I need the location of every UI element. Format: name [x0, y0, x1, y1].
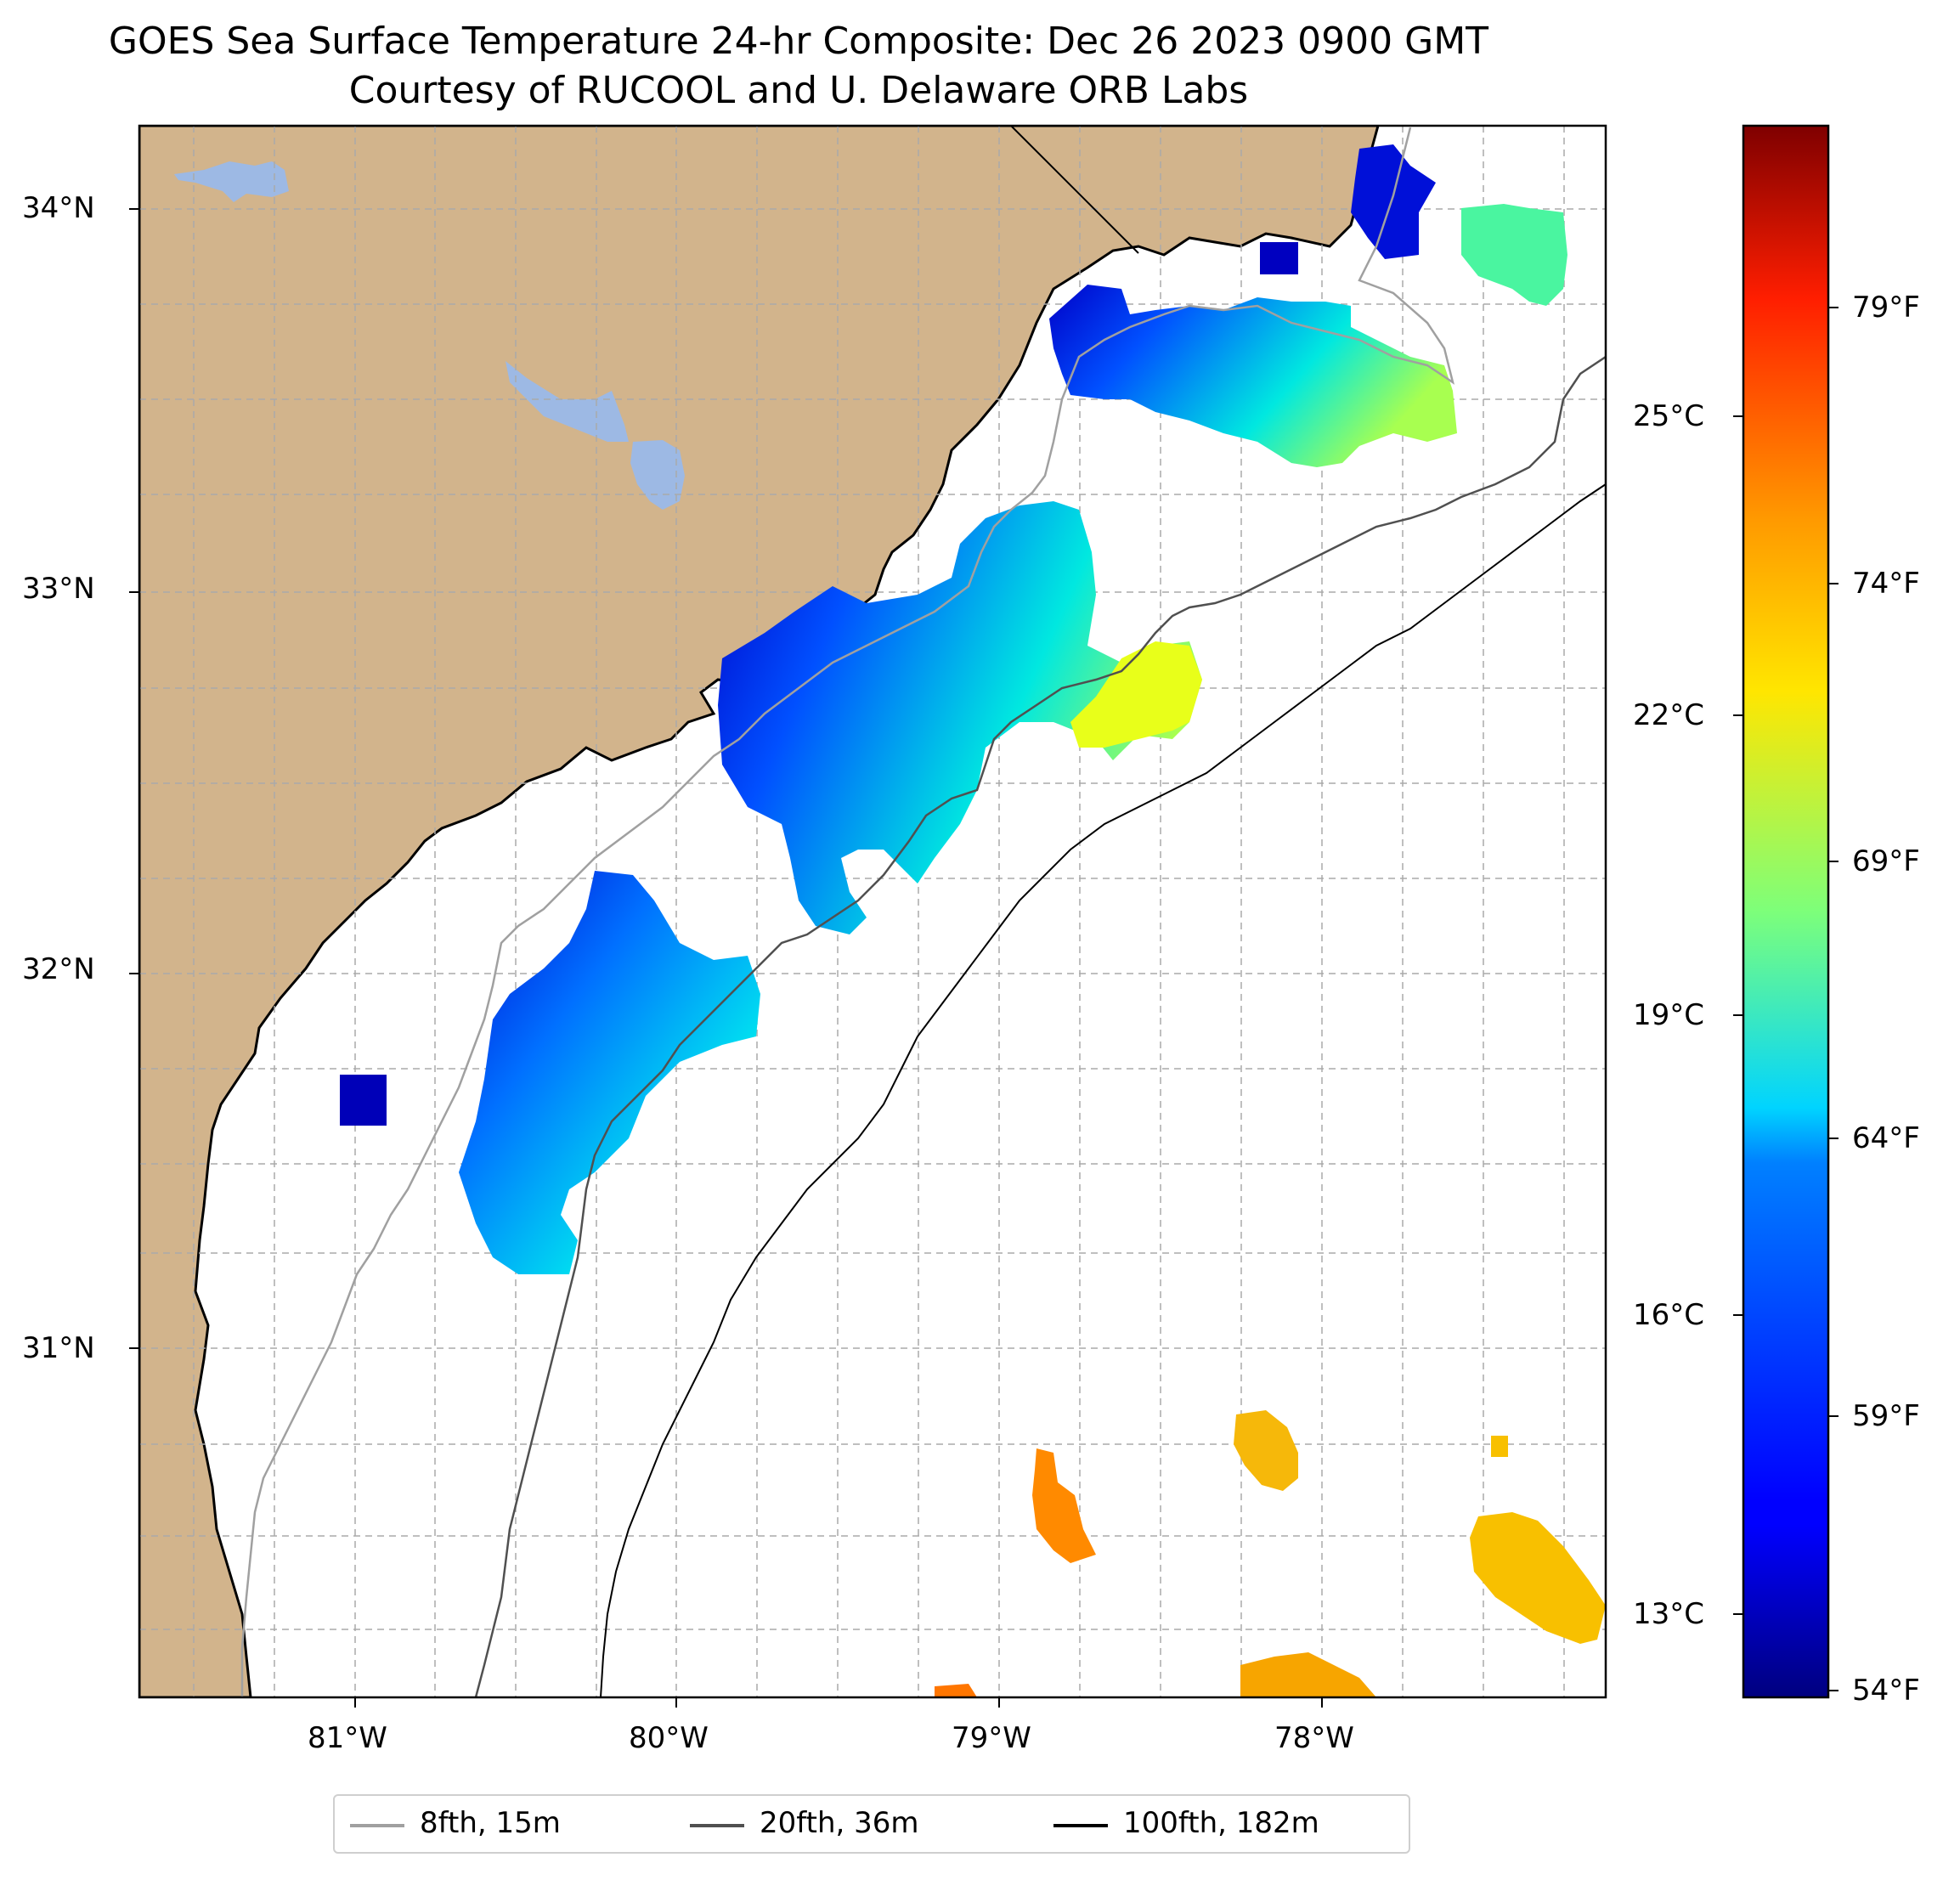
colorbar-c-13: 13°C	[1633, 1597, 1705, 1631]
sst-patch-gs-edge	[1070, 641, 1202, 748]
sst-patch-cape-fear	[1351, 144, 1436, 259]
lat-label-31: 31°N	[22, 1331, 95, 1365]
lon-label-81: 81°W	[308, 1721, 387, 1755]
sst-patch-warm-1	[1234, 1410, 1298, 1491]
sst-patch-grays-reef	[340, 1075, 387, 1126]
sst-patch-warm-3	[1470, 1512, 1606, 1644]
land-mass	[139, 126, 1380, 1697]
sst-patch-warm-5	[935, 1684, 977, 1697]
sst-patch-ga-shelf	[459, 871, 760, 1274]
legend-label-20fth: 20fth, 36m	[760, 1806, 919, 1840]
legend-label-8fth: 8fth, 15m	[420, 1806, 561, 1840]
legend: 8fth, 15m 20fth, 36m 100fth, 182m	[333, 1794, 1410, 1854]
colorbar-f-54: 54°F	[1852, 1674, 1920, 1708]
colorbar-f-69: 69°F	[1852, 844, 1920, 878]
sst-patch-warm-3-dot	[1491, 1436, 1508, 1457]
legend-swatch-20fth	[690, 1824, 744, 1827]
state-border	[1010, 126, 1139, 254]
colorbar	[1742, 124, 1830, 1699]
lon-label-78: 78°W	[1274, 1721, 1354, 1755]
lon-label-80: 80°W	[629, 1721, 709, 1755]
isobath-100fth	[600, 483, 1606, 1697]
colorbar-c-25: 25°C	[1633, 399, 1705, 433]
legend-label-100fth: 100fth, 182m	[1123, 1806, 1319, 1840]
colorbar-f-64: 64°F	[1852, 1121, 1920, 1155]
sst-patch-cape-fear-small	[1260, 242, 1298, 274]
map-title: GOES Sea Surface Temperature 24-hr Compo…	[108, 20, 1489, 63]
map-frame	[138, 124, 1607, 1699]
colorbar-c-22: 22°C	[1633, 698, 1705, 732]
colorbar-c-19: 19°C	[1633, 998, 1705, 1032]
map-subtitle: Courtesy of RUCOOL and U. Delaware ORB L…	[348, 69, 1249, 112]
sst-patch-nc-long-bay	[1049, 285, 1457, 467]
lake-moultrie	[506, 361, 629, 442]
sst-patch-warm-2	[1032, 1448, 1096, 1563]
isobath-8fth	[240, 127, 1454, 1697]
legend-swatch-8fth	[350, 1824, 404, 1827]
sst-patch-warm-4	[1240, 1652, 1376, 1697]
lat-label-34: 34°N	[22, 191, 95, 225]
lat-label-32: 32°N	[22, 952, 95, 986]
colorbar-f-59: 59°F	[1852, 1399, 1920, 1433]
lat-label-33: 33°N	[22, 572, 95, 606]
sst-patch-offshore-nc	[1461, 204, 1567, 306]
legend-swatch-100fth	[1053, 1824, 1108, 1827]
lake-marion	[630, 440, 685, 510]
colorbar-f-79: 79°F	[1852, 291, 1920, 325]
lon-label-79: 79°W	[952, 1721, 1031, 1755]
sst-patch-sc-shelf	[718, 501, 1202, 934]
lake-northwest	[174, 161, 289, 202]
isobath-20fth	[474, 355, 1606, 1697]
colorbar-f-74: 74°F	[1852, 567, 1920, 601]
colorbar-c-16: 16°C	[1633, 1298, 1705, 1332]
map-layers	[139, 126, 1606, 1697]
sst-patches	[340, 144, 1606, 1697]
